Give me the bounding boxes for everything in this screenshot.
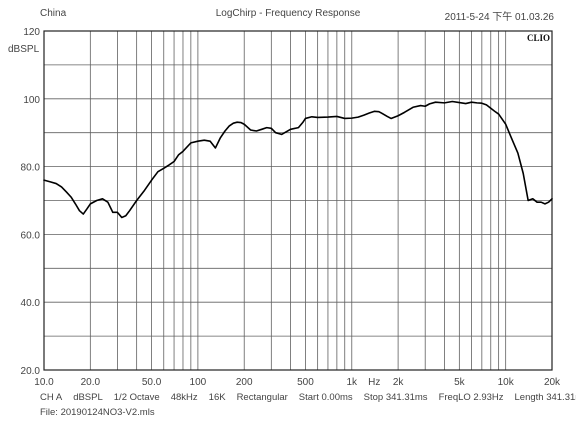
x-tick-label: 500 — [297, 377, 314, 388]
measurement-parameters: CH A dBSPL 1/2 Octave 48kHz 16K Rectangular St… — [40, 392, 576, 403]
x-axis-label: Hz — [368, 377, 380, 388]
x-tick-label: 20.0 — [81, 377, 101, 388]
y-tick-label: 60.0 — [21, 230, 41, 241]
x-tick-label: 20k — [544, 377, 561, 388]
chart-title: LogChirp - Frequency Response — [215, 8, 361, 19]
parameter-5: Rectangular — [236, 392, 288, 403]
parameter-7: Stop 341.31ms — [363, 392, 428, 403]
y-tick-label: 100 — [23, 95, 40, 106]
y-tick-label: 80.0 — [21, 163, 41, 174]
header-left-label: China — [40, 8, 67, 19]
parameter-6: Start 0.00ms — [298, 392, 353, 403]
x-tick-label: 2k — [393, 377, 405, 388]
parameter-9: Length 341.31ms — [514, 392, 576, 403]
x-tick-label: 100 — [190, 377, 207, 388]
parameter-4: 16K — [208, 392, 226, 403]
parameter-0: CH A — [40, 392, 63, 403]
x-tick-label: 50.0 — [142, 377, 162, 388]
x-tick-label: 10.0 — [34, 377, 54, 388]
x-tick-label: 5k — [454, 377, 466, 388]
x-tick-label: 10k — [498, 377, 515, 388]
clio-logo: CLIO — [527, 33, 550, 43]
y-tick-label: 20.0 — [21, 366, 41, 377]
x-tick-label: 1k — [347, 377, 359, 388]
x-tick-label: 200 — [236, 377, 253, 388]
series-line-0 — [43, 100, 553, 219]
parameter-8: FreqLO 2.93Hz — [438, 392, 504, 403]
y-tick-label: 120 — [23, 27, 40, 38]
plot-frame — [43, 30, 553, 371]
parameter-2: 1/2 Octave — [113, 392, 160, 403]
parameter-1: dBSPL — [73, 392, 103, 403]
y-axis-label: dBSPL — [8, 44, 40, 55]
footer-file-name: File: 20190124NO3-V2.mls — [40, 407, 155, 418]
header-datetime: 2011-5-24 下午 01.03.26 — [444, 12, 554, 23]
y-tick-label: 40.0 — [21, 298, 41, 309]
parameter-3: 48kHz — [170, 392, 198, 403]
